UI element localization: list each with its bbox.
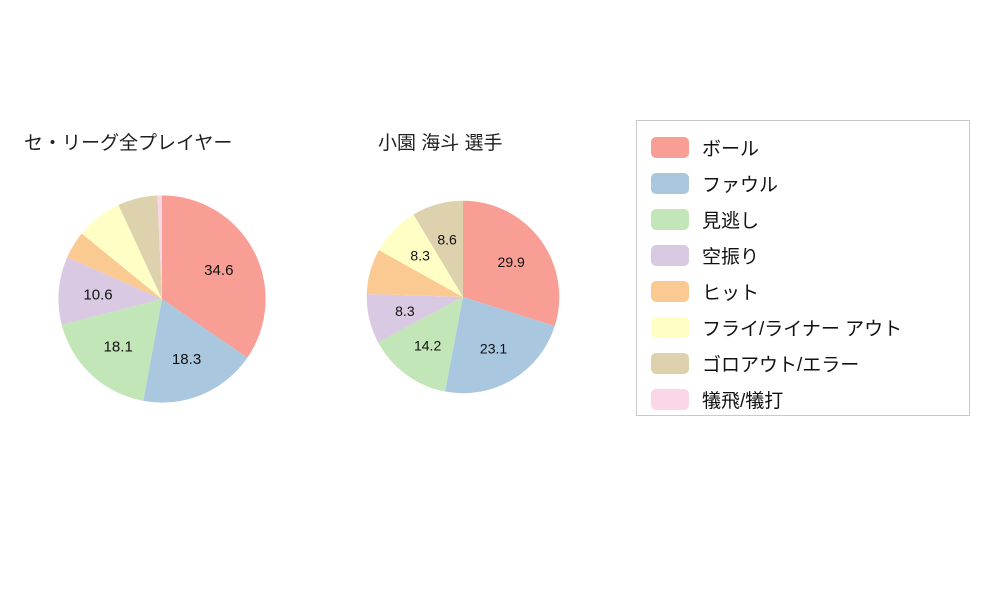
pie-slice — [463, 200, 560, 327]
pie-slice — [444, 297, 555, 394]
pie-slice — [118, 195, 162, 299]
pie-slice — [366, 250, 463, 297]
legend-item: ファウル — [651, 165, 969, 201]
slice-label: 8.6 — [437, 232, 457, 248]
pie-slice — [58, 257, 162, 325]
pie-slice — [143, 299, 248, 403]
legend-swatch — [651, 280, 689, 302]
legend-item: ボール — [651, 129, 969, 165]
legend-label: 犠飛/犠打 — [702, 390, 784, 412]
slice-label: 23.1 — [480, 341, 507, 357]
slice-label: 18.3 — [172, 351, 201, 368]
slice-label: 18.1 — [104, 339, 133, 356]
legend-swatch — [651, 352, 689, 374]
slice-label: 34.6 — [204, 262, 233, 279]
pie-chart-player: 29.9 23.1 14.2 8.3 8.3 8.6 — [366, 200, 560, 394]
legend-label: 見逃し — [702, 210, 760, 232]
slice-label: 14.2 — [414, 337, 441, 353]
pie-slice — [157, 195, 162, 299]
legend-item: 空振り — [651, 237, 969, 273]
legend: ボールファウル見逃し空振りヒットフライ/ライナー アウト ゴロアウト/エラー 犠飛/… — [636, 120, 970, 416]
pie-slice — [378, 214, 463, 297]
pie-slice — [67, 233, 162, 299]
legend-label: ヒット — [702, 282, 760, 304]
pie-slice — [61, 299, 162, 401]
legend-swatch — [651, 136, 689, 158]
chart-title-league: セ・リーグ全プレイヤー — [24, 133, 233, 154]
legend-swatch — [651, 316, 689, 338]
legend-label: ゴロアウト/エラー — [702, 354, 860, 376]
legend-label: 空振り — [702, 246, 760, 268]
legend-label: ボール — [702, 138, 760, 160]
pie-slice — [366, 293, 463, 343]
slice-label: 8.3 — [395, 303, 415, 319]
pie-slice — [378, 297, 463, 392]
pie-slice — [81, 204, 162, 299]
slice-label: 8.3 — [410, 248, 430, 264]
slice-label: 10.6 — [83, 286, 112, 303]
legend-swatch — [651, 244, 689, 266]
legend-item: 見逃し — [651, 201, 969, 237]
chart-title-player: 小園 海斗 選手 — [378, 133, 503, 154]
legend-label: ファウル — [702, 174, 779, 196]
legend-item: ヒット — [651, 273, 969, 309]
legend-swatch — [651, 388, 689, 410]
pie-slice — [162, 195, 266, 358]
legend-item: フライ/ライナー アウト — [651, 309, 969, 345]
slice-label: 29.9 — [498, 254, 525, 270]
legend-label: フライ/ライナー アウト — [702, 318, 903, 340]
pie-slice — [413, 200, 463, 297]
legend-swatch — [651, 208, 689, 230]
legend-item: 犠飛/犠打 — [651, 381, 969, 417]
pie-chart-league: 34.6 18.3 18.1 10.6 — [58, 195, 266, 403]
legend-swatch — [651, 172, 689, 194]
legend-item: ゴロアウト/エラー — [651, 345, 969, 381]
